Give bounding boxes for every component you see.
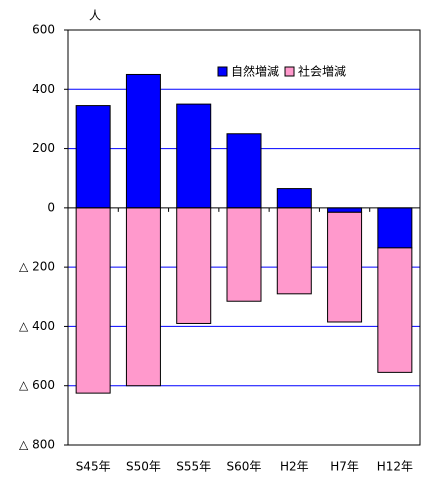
bar xyxy=(327,207,363,213)
legend-swatch xyxy=(217,66,228,77)
bar xyxy=(125,73,161,209)
bar xyxy=(226,207,262,302)
bar xyxy=(125,207,161,387)
bar xyxy=(226,133,262,209)
bar xyxy=(75,105,111,209)
x-tick-label: H2年 xyxy=(280,460,309,474)
legend-label: 社会増減 xyxy=(298,64,346,79)
x-tick-label: H12年 xyxy=(377,460,413,474)
legend-label: 自然増減 xyxy=(231,64,279,79)
bar xyxy=(176,207,212,324)
x-tick-label: S60年 xyxy=(227,460,262,474)
x-tick-label: S55年 xyxy=(176,460,211,474)
y-tick-label: 0 xyxy=(47,200,55,214)
x-tick-label: S45年 xyxy=(76,460,111,474)
y-tick-label: 600 xyxy=(32,23,55,37)
y-tick-label: △ 200 xyxy=(19,260,55,274)
y-tick-label: △ 400 xyxy=(19,319,55,333)
bar xyxy=(377,247,413,373)
bar xyxy=(176,103,212,209)
y-tick-label: 400 xyxy=(32,82,55,96)
bar xyxy=(327,211,363,323)
bar xyxy=(75,207,111,394)
bar xyxy=(276,188,312,209)
x-tick-label: H7年 xyxy=(330,460,359,474)
x-tick-label: S50年 xyxy=(126,460,161,474)
legend-swatch xyxy=(284,66,295,77)
y-tick-label: 200 xyxy=(32,141,55,155)
unit-label: 人 xyxy=(89,9,101,23)
y-tick-label: △ 600 xyxy=(19,378,55,392)
y-tick-label: △ 800 xyxy=(19,438,55,452)
plot-border xyxy=(67,29,421,446)
bar xyxy=(377,207,413,249)
bar xyxy=(276,207,312,295)
